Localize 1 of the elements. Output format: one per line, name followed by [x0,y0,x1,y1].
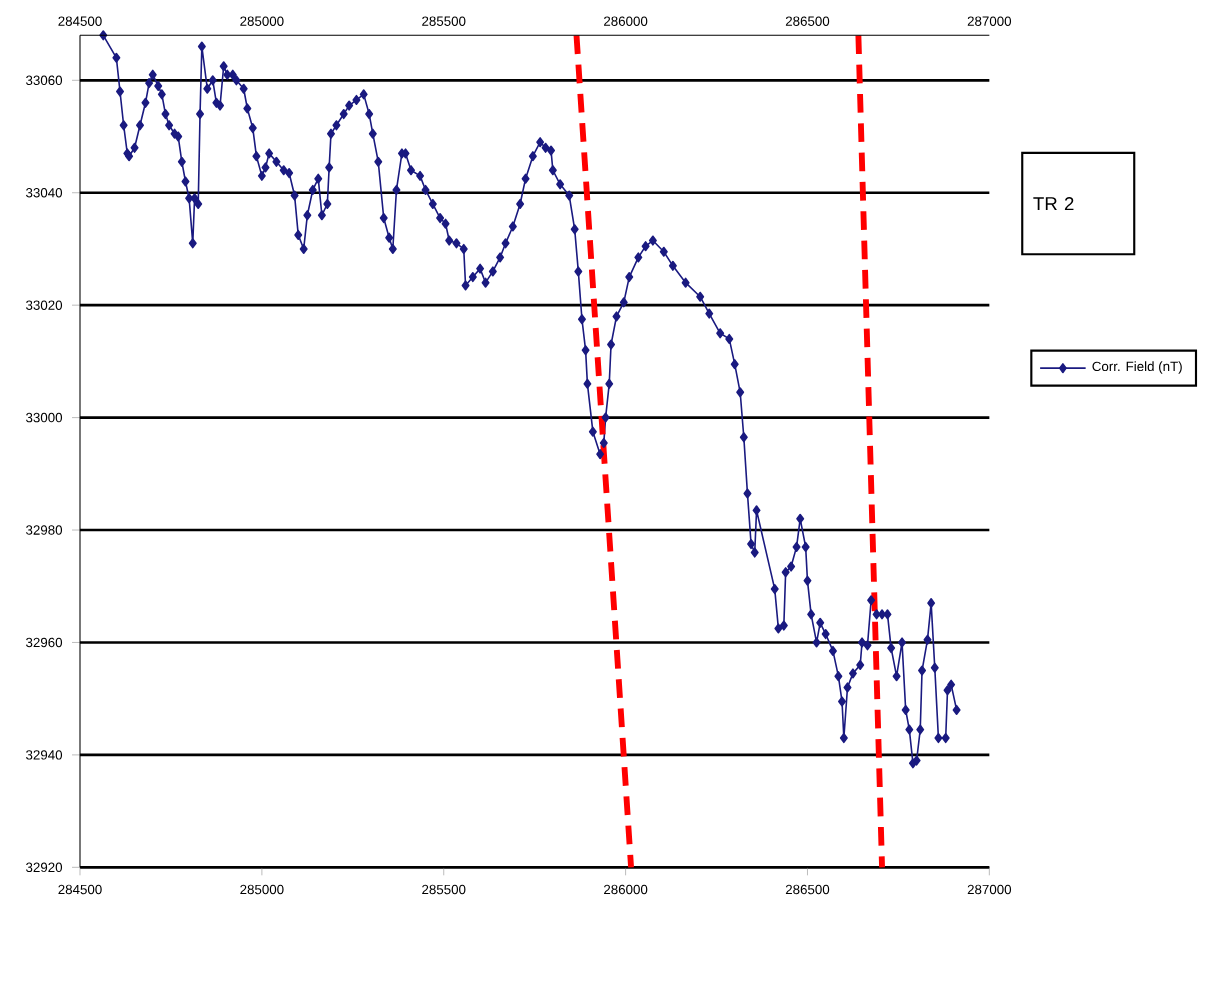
text: TR 2 [1033,197,1074,211]
